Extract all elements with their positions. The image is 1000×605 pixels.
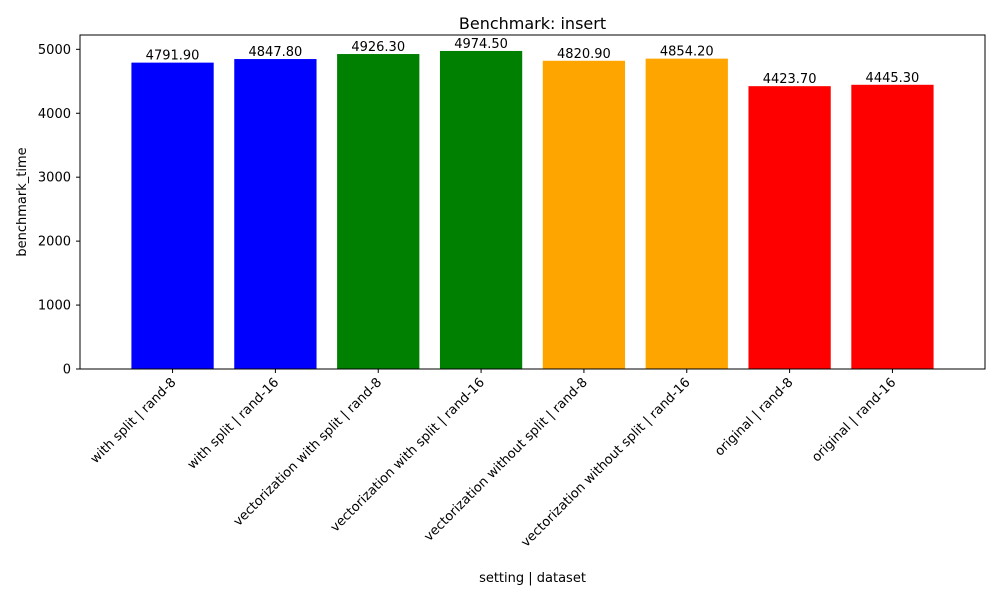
x-tick-label-8: original | rand-16	[809, 375, 899, 465]
x-tick-label-7: original | rand-8	[712, 375, 796, 459]
x-axis-label: setting | dataset	[479, 571, 586, 586]
bar-4	[439, 50, 523, 369]
data-label-8: 4445.30	[866, 71, 920, 86]
x-axis: with split | rand-8 with split | rand-16 v…	[88, 369, 899, 550]
bar-8	[851, 84, 934, 369]
bar-7	[748, 86, 831, 370]
data-label-1: 4791.90	[146, 49, 200, 64]
data-label-4: 4974.50	[454, 37, 508, 52]
y-tick-label-2: 1000	[38, 299, 71, 314]
bar-3	[337, 54, 420, 369]
data-label-7: 4423.70	[763, 72, 817, 87]
x-tick-label-2: with split | rand-16	[185, 375, 282, 472]
y-axis: 0 1000 2000 3000 4000 5000	[38, 43, 80, 378]
bar-5	[542, 60, 626, 370]
chart-title: Benchmark: insert	[459, 14, 606, 33]
data-labels-group: 4791.90 4847.80 4926.30 4974.50 4820.90 4854.…	[146, 37, 920, 87]
y-tick-label-3: 2000	[38, 235, 71, 250]
y-tick-label-1: 0	[63, 363, 71, 378]
x-tick-label-6: vectorization without split | rand-16	[518, 375, 693, 550]
data-label-6: 4854.20	[660, 45, 714, 60]
data-label-3: 4926.30	[351, 40, 405, 55]
x-tick-label-5: vectorization without split | rand-8	[421, 375, 590, 544]
y-axis-label: benchmark_time	[15, 147, 30, 256]
data-label-5: 4820.90	[557, 47, 611, 62]
y-tick-label-6: 5000	[38, 43, 71, 58]
bar-2	[234, 59, 317, 370]
y-tick-label-4: 3000	[38, 171, 71, 186]
bars-group	[131, 50, 934, 370]
bar-1	[131, 62, 214, 369]
x-tick-label-1: with split | rand-8	[88, 375, 180, 467]
data-label-2: 4847.80	[249, 45, 303, 60]
y-tick-label-5: 4000	[38, 107, 71, 122]
bar-6	[645, 58, 728, 369]
plot-frame	[79, 34, 986, 370]
